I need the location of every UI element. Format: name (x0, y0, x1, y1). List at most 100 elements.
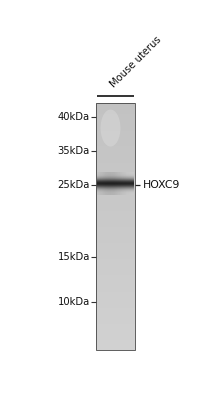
Bar (96, 250, 135, 251)
Bar (96, 202, 135, 203)
Bar (96, 330, 135, 331)
Bar (96, 149, 135, 150)
Bar (96, 289, 135, 290)
Bar (96, 310, 135, 311)
Text: 10kDa: 10kDa (58, 297, 90, 307)
Bar (96, 273, 135, 274)
Bar (96, 120, 135, 121)
Bar (96, 139, 135, 140)
Bar (115, 172, 116, 195)
Bar (96, 235, 135, 236)
Bar (96, 172, 135, 173)
Bar (96, 322, 135, 323)
Bar (96, 241, 135, 242)
Bar (96, 110, 135, 111)
Bar (96, 281, 135, 282)
Bar (100, 172, 101, 195)
Bar (96, 243, 135, 244)
Bar (96, 245, 135, 246)
Bar (96, 148, 135, 149)
Bar (96, 111, 135, 112)
Ellipse shape (101, 110, 120, 146)
Bar (96, 230, 135, 231)
Bar (105, 172, 106, 195)
Bar (125, 172, 126, 195)
Bar (96, 263, 135, 264)
Bar (96, 174, 135, 175)
Bar (96, 314, 135, 315)
Bar (96, 267, 135, 268)
Bar (96, 234, 135, 235)
Bar (96, 261, 135, 262)
Bar (96, 334, 135, 335)
Bar (96, 122, 135, 123)
Bar (104, 172, 105, 195)
Bar (96, 338, 135, 339)
Bar (96, 265, 135, 266)
Bar (96, 335, 135, 336)
Bar (96, 257, 135, 258)
Bar (96, 298, 135, 299)
Bar (96, 191, 135, 192)
Bar (96, 255, 135, 256)
Bar (116, 172, 117, 195)
Bar (96, 123, 135, 124)
Bar (96, 143, 135, 144)
Bar (96, 141, 135, 142)
Bar (96, 215, 135, 216)
Bar (96, 344, 135, 345)
Bar (96, 187, 135, 188)
Bar (96, 159, 135, 160)
Bar (96, 130, 135, 131)
Bar (96, 345, 135, 346)
Bar (96, 293, 135, 294)
Bar (107, 172, 108, 195)
Bar (96, 144, 135, 145)
Bar (96, 277, 135, 278)
Bar (96, 220, 135, 221)
Bar (131, 172, 132, 195)
Bar (96, 195, 135, 196)
Bar (96, 163, 135, 164)
Bar (96, 178, 135, 179)
Bar (133, 172, 134, 195)
Bar (96, 218, 135, 219)
Bar (96, 299, 135, 300)
Bar (96, 246, 135, 247)
Bar (96, 329, 135, 330)
Bar (96, 153, 135, 154)
Bar (96, 284, 135, 285)
Bar (96, 337, 135, 338)
Bar (96, 190, 135, 191)
Bar (96, 308, 135, 309)
Bar (96, 247, 135, 248)
Bar (96, 210, 135, 211)
Bar (96, 227, 135, 228)
Bar (96, 170, 135, 171)
Bar (96, 307, 135, 308)
Bar (96, 124, 135, 125)
Bar (96, 142, 135, 143)
Bar (121, 172, 122, 195)
Bar (96, 206, 135, 207)
Bar (96, 348, 135, 349)
Bar (96, 224, 135, 225)
Text: Mouse uterus: Mouse uterus (108, 35, 163, 90)
Bar (117, 172, 118, 195)
Bar (96, 269, 135, 270)
Bar (96, 214, 135, 215)
Bar (96, 194, 135, 195)
Bar (96, 107, 135, 108)
Bar (96, 181, 135, 182)
Bar (96, 173, 135, 174)
Bar (96, 205, 135, 206)
Bar (96, 128, 135, 129)
Bar (96, 244, 135, 245)
Bar (96, 232, 135, 233)
Bar (96, 276, 135, 277)
Bar (96, 135, 135, 136)
Bar (96, 106, 135, 107)
Bar (96, 151, 135, 152)
Text: 40kDa: 40kDa (58, 112, 90, 122)
Bar (96, 188, 135, 189)
